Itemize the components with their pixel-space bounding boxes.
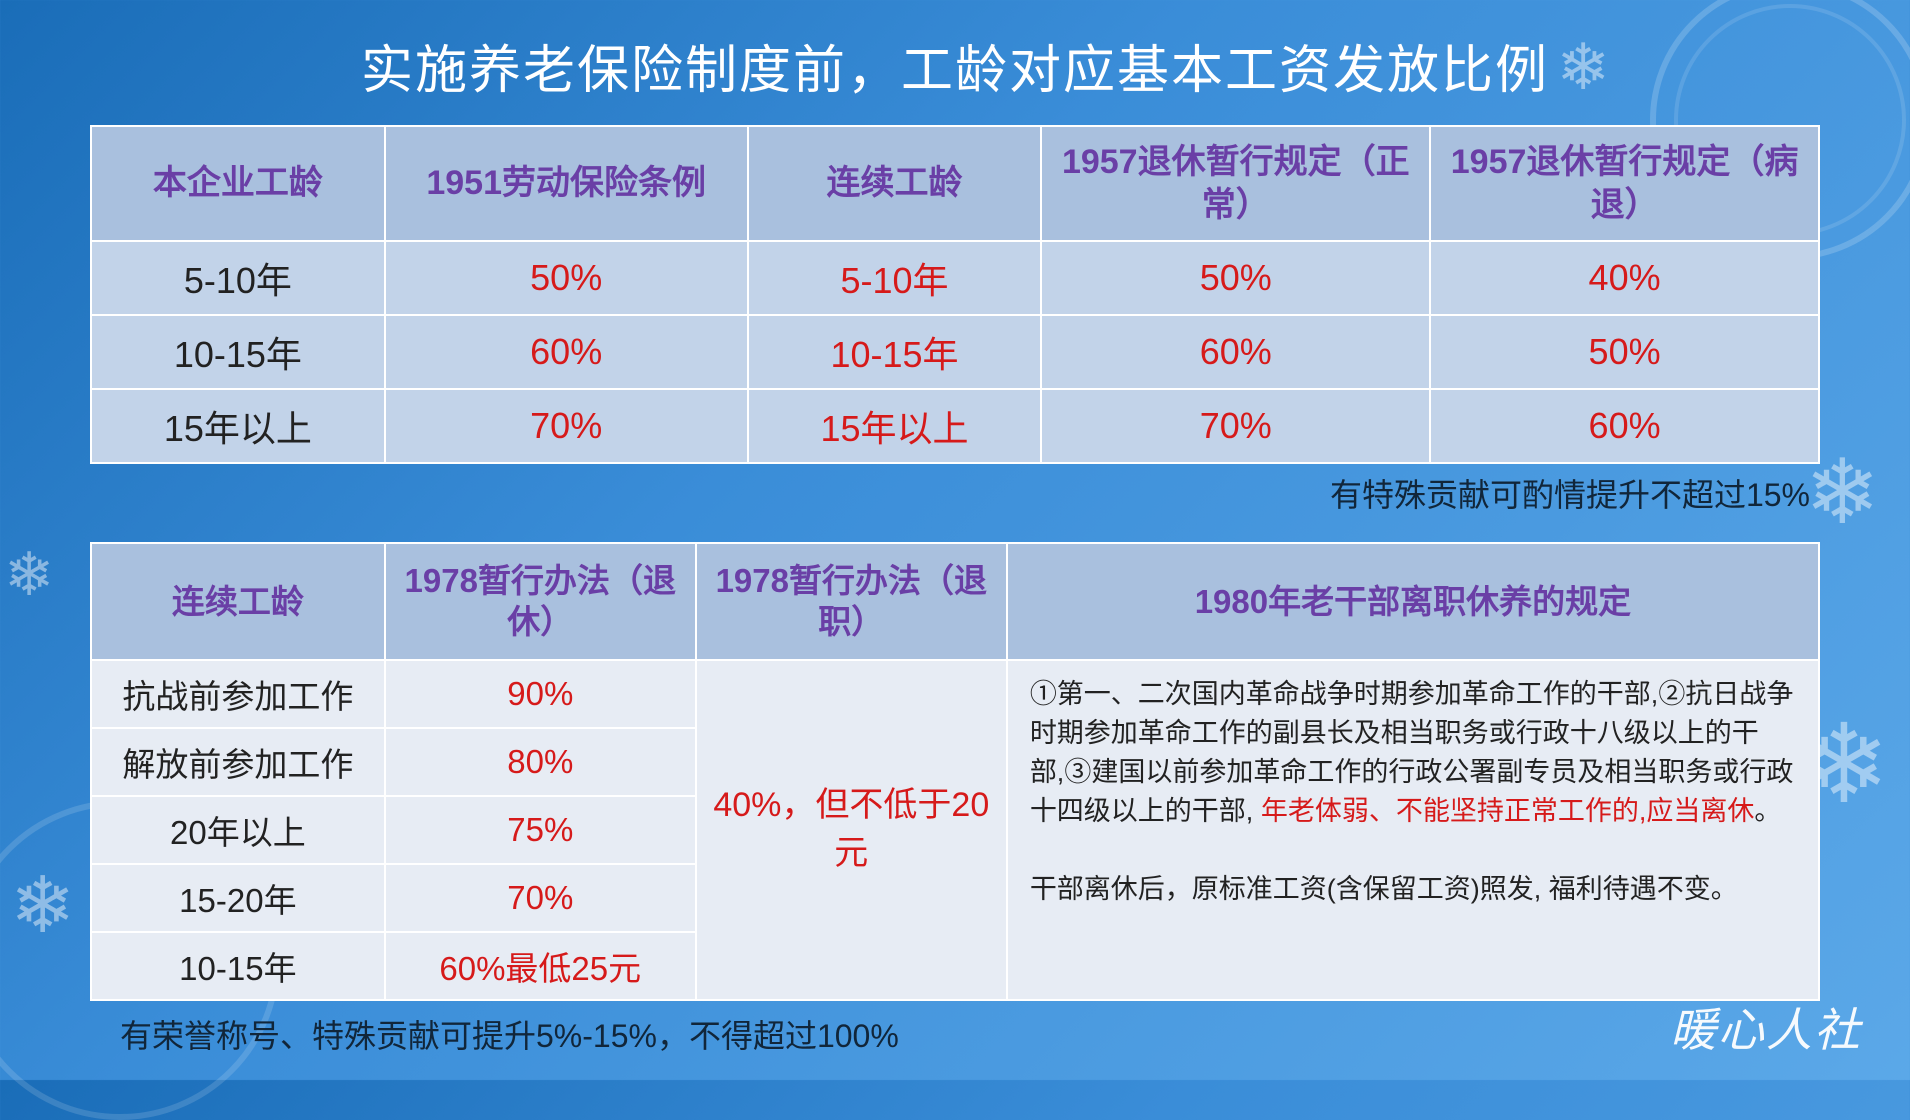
table2-label: 15-20年 xyxy=(91,864,385,932)
page-title: 实施养老保险制度前，工龄对应基本工资发放比例 xyxy=(90,28,1820,103)
table2-label: 10-15年 xyxy=(91,932,385,1000)
table-row: 10-15年60%10-15年60%50% xyxy=(91,315,1819,389)
table2-note: 有荣誉称号、特殊贡献可提升5%-15%，不得超过100% xyxy=(120,1011,1820,1057)
table2-header: 连续工龄 xyxy=(91,543,385,660)
table2-resign-merged: 40%，但不低于20元 xyxy=(696,660,1007,1000)
table2-retire-value: 75% xyxy=(385,796,696,864)
table1-cell: 40% xyxy=(1430,241,1819,315)
table1-cell: 70% xyxy=(1041,389,1430,463)
table1-header: 1957退休暂行规定（正常） xyxy=(1041,126,1430,241)
table2-retire-value: 90% xyxy=(385,660,696,728)
table1-cell: 50% xyxy=(385,241,748,315)
table2-1980-desc: ①第一、二次国内革命战争时期参加革命工作的干部,②抗日战争时期参加革命工作的副县… xyxy=(1007,660,1819,1000)
table1-header: 本企业工龄 xyxy=(91,126,385,241)
table2-header: 1980年老干部离职休养的规定 xyxy=(1007,543,1819,660)
table1-cell: 60% xyxy=(1041,315,1430,389)
slide: 实施养老保险制度前，工龄对应基本工资发放比例 本企业工龄1951劳动保险条例连续… xyxy=(0,0,1910,1057)
table-1951-1957: 本企业工龄1951劳动保险条例连续工龄1957退休暂行规定（正常）1957退休暂… xyxy=(90,125,1820,464)
table1-cell: 60% xyxy=(1430,389,1819,463)
table-1978-1980: 连续工龄1978暂行办法（退休）1978暂行办法（退职）1980年老干部离职休养… xyxy=(90,542,1820,1001)
table2-header: 1978暂行办法（退休） xyxy=(385,543,696,660)
table2-label: 抗战前参加工作 xyxy=(91,660,385,728)
table1-cell: 10-15年 xyxy=(748,315,1042,389)
table2-label: 20年以上 xyxy=(91,796,385,864)
table-row: 抗战前参加工作90%40%，但不低于20元①第一、二次国内革命战争时期参加革命工… xyxy=(91,660,1819,728)
table1-cell: 5-10年 xyxy=(748,241,1042,315)
table1-header: 1957退休暂行规定（病退） xyxy=(1430,126,1819,241)
table1-cell: 5-10年 xyxy=(91,241,385,315)
table1-cell: 60% xyxy=(385,315,748,389)
table2-retire-value: 60%最低25元 xyxy=(385,932,696,1000)
table1-header: 1951劳动保险条例 xyxy=(385,126,748,241)
table1-cell: 15年以上 xyxy=(748,389,1042,463)
table1-cell: 50% xyxy=(1430,315,1819,389)
table-row: 5-10年50%5-10年50%40% xyxy=(91,241,1819,315)
table1-header: 连续工龄 xyxy=(748,126,1042,241)
table1-cell: 70% xyxy=(385,389,748,463)
table1-note: 有特殊贡献可酌情提升不超过15% xyxy=(90,470,1810,516)
table2-retire-value: 80% xyxy=(385,728,696,796)
table1-cell: 15年以上 xyxy=(91,389,385,463)
watermark: 暖心人社 xyxy=(1670,994,1862,1060)
table2-header: 1978暂行办法（退职） xyxy=(696,543,1007,660)
table1-cell: 50% xyxy=(1041,241,1430,315)
table1-cell: 10-15年 xyxy=(91,315,385,389)
table2-label: 解放前参加工作 xyxy=(91,728,385,796)
table2-retire-value: 70% xyxy=(385,864,696,932)
table-row: 15年以上70%15年以上70%60% xyxy=(91,389,1819,463)
